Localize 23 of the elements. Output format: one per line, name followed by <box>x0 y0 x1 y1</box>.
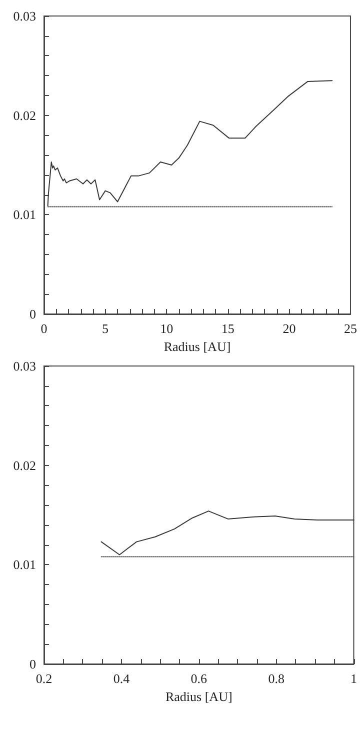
y-tick-label: 0.01 <box>13 207 36 222</box>
x-tick-label: 20 <box>282 321 296 336</box>
y-tick-label: 0.03 <box>13 358 36 374</box>
x-tick-label: 15 <box>221 321 234 336</box>
x-axis-title: Radius [AU] <box>164 338 231 354</box>
x-tick-label: 10 <box>160 321 174 336</box>
x-tick-label: 25 <box>344 321 357 336</box>
y-tick-label: 0.03 <box>13 8 36 24</box>
x-tick-label: 5 <box>102 321 109 336</box>
x-tick-label: 1 <box>350 671 357 686</box>
y-tick-label: 0.01 <box>13 557 36 572</box>
x-tick-label: 0.4 <box>113 671 130 686</box>
y-tick-label: 0 <box>30 656 36 672</box>
x-tick-label: 0 <box>40 321 48 336</box>
x-tick-label: 0.8 <box>268 671 284 686</box>
y-tick-label: 0.02 <box>13 108 36 123</box>
x-axis-title: Radius [AU] <box>165 688 232 704</box>
y-tick-label: 0 <box>30 306 36 322</box>
line-series <box>47 80 333 206</box>
y-tick-label: 0.02 <box>13 458 36 473</box>
line-series <box>100 510 354 556</box>
x-tick-label: 0.2 <box>36 671 52 686</box>
x-tick-label: 0.6 <box>190 671 208 686</box>
